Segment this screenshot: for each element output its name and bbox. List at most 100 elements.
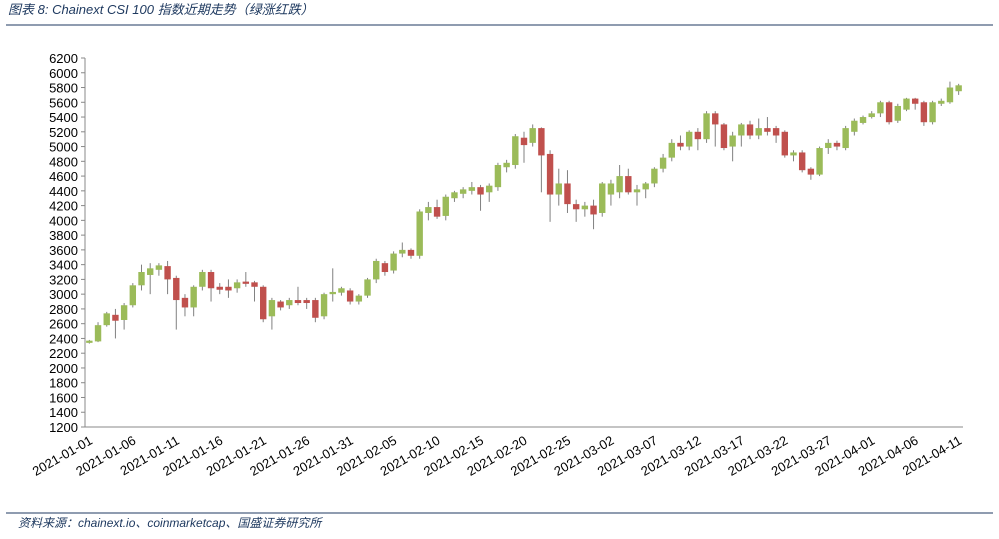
candle-body [329,291,336,295]
candle-body [599,183,606,213]
candle-body [546,153,554,195]
candle-body [503,162,510,168]
y-tick-label: 4600 [49,169,78,184]
candle-body [703,113,710,140]
candle-body [190,286,197,308]
candle-body [155,265,163,270]
candle-body [946,87,954,103]
candle-body [625,176,632,193]
candle-body [146,268,154,275]
candle-body [129,285,137,306]
candle-body [938,100,945,104]
candle-body [555,183,562,195]
y-tick-label: 1400 [49,405,78,420]
y-tick-label: 5200 [49,125,78,140]
candle-body [451,192,458,199]
y-tick-label: 6000 [49,66,78,81]
source-note: 资料来源：chainext.io、coinmarketcap、国盛证券研究所 [18,516,323,530]
candle-body [112,314,119,321]
candle-body [260,286,267,320]
y-tick-label: 3800 [49,228,78,243]
candle-body [164,266,171,280]
y-tick-label: 2800 [49,302,78,317]
y-tick-label: 3400 [49,258,78,273]
candle-body [120,305,128,320]
candle-body [251,282,258,287]
candle-body [277,301,284,308]
candle-body [929,102,936,123]
candle-body [607,183,615,195]
candle-body [685,131,693,147]
y-tick-label: 5800 [49,81,78,96]
candle-body [312,300,319,318]
candle-body [303,300,310,304]
candle-body [911,98,919,104]
candle-body [729,135,736,147]
candle-body [512,136,519,166]
candle-body [825,142,832,149]
candle-body [633,189,641,193]
y-tick-label: 4800 [49,154,78,169]
candle-body [816,148,823,175]
candle-body [338,288,345,293]
candle-body [173,277,180,301]
chart-title: 图表 8: Chainext CSI 100 指数近期走势（绿涨红跌） [8,2,314,17]
y-tick-label: 6200 [49,51,78,66]
candle-body [781,131,788,156]
candle-body [407,249,415,256]
candle-body [364,279,371,296]
candle-body [233,282,241,289]
candle-body [807,168,815,175]
candle-body [798,152,806,171]
candle-body [920,102,928,123]
candle-body [790,152,797,156]
candle-body [590,205,597,215]
y-tick-label: 3200 [49,272,78,287]
y-tick-label: 5400 [49,110,78,125]
candle-body [564,183,571,205]
candle-body [225,286,232,291]
y-tick-label: 1200 [49,420,78,435]
candle-body [851,120,858,132]
candle-body [425,207,432,213]
candle-body [103,313,110,326]
candle-body [694,131,702,140]
candle-body [216,286,223,290]
candle-body [433,207,441,217]
candle-body [416,211,423,256]
candle-body [642,183,649,190]
candle-body [468,187,476,191]
candle-body [842,128,849,149]
candle-body [459,189,467,194]
candle-body [746,124,754,136]
y-tick-label: 4400 [49,184,78,199]
candle-body [868,113,875,118]
y-tick-label: 2600 [49,317,78,332]
candle-body [138,272,145,286]
y-tick-label: 2000 [49,361,78,376]
candle-body [94,325,102,342]
candle-body [572,204,580,210]
candle-body [486,185,493,193]
candle-body [677,142,684,147]
y-tick-label: 3000 [49,287,78,302]
candle-body [885,102,893,123]
candle-body [877,102,884,114]
candle-body [833,142,841,147]
candle-body [86,340,93,343]
candle-body [859,117,867,123]
candle-body [494,165,502,188]
candle-body [294,300,302,304]
candle-body [399,249,406,254]
y-tick-label: 1800 [49,376,78,391]
candle-body [390,253,397,271]
candle-body [207,272,215,289]
candle-body [520,137,528,146]
candle-body [529,128,536,143]
candle-body [772,128,780,136]
candle-body [659,157,667,169]
candle-body [242,281,250,284]
candle-body [720,124,728,149]
candle-body [346,290,354,302]
